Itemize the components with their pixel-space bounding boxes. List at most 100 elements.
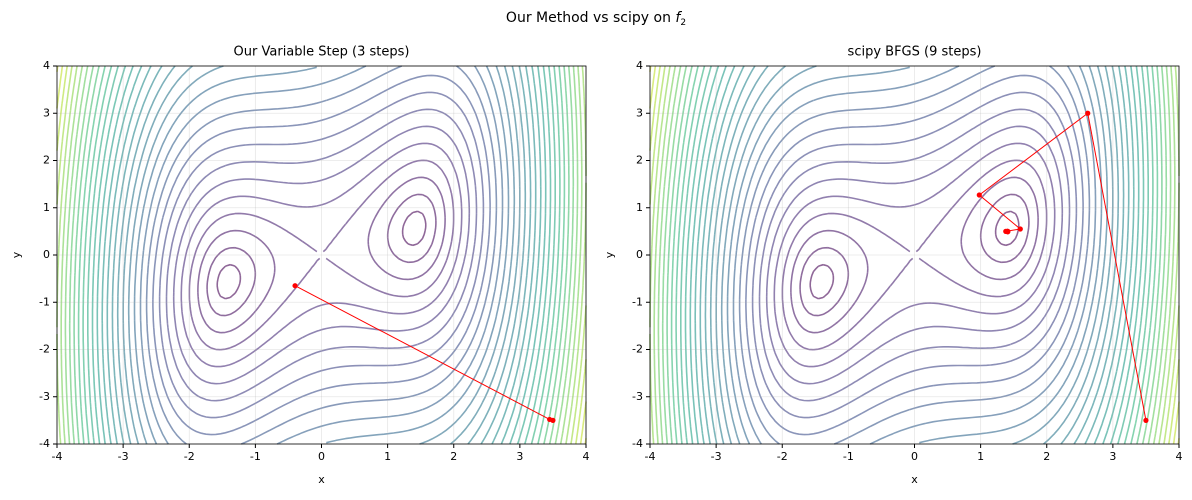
y-axis-label: y bbox=[603, 251, 616, 258]
x-tick-label: -1 bbox=[843, 450, 854, 463]
contour-line bbox=[82, 65, 561, 445]
contour-line bbox=[158, 91, 485, 419]
contour-line bbox=[206, 193, 437, 317]
contour-line bbox=[64, 65, 579, 445]
contour-line bbox=[60, 65, 583, 445]
contour-line bbox=[653, 65, 1176, 445]
contour-line bbox=[694, 65, 1135, 445]
contour-line bbox=[684, 65, 1145, 445]
contour-line bbox=[133, 65, 510, 445]
contour-line bbox=[122, 65, 521, 445]
contour-line bbox=[726, 65, 1103, 445]
figure-title: Our Method vs scipy on f2 bbox=[506, 10, 686, 28]
contour-line bbox=[145, 65, 498, 445]
contour-line bbox=[188, 159, 455, 351]
y-tick-label: 2 bbox=[636, 154, 643, 167]
contour-line bbox=[809, 210, 1020, 300]
x-tick-label: -4 bbox=[645, 450, 656, 463]
contour-line bbox=[709, 65, 1120, 445]
x-tick-label: 4 bbox=[583, 450, 590, 463]
x-tick-label: -3 bbox=[118, 450, 129, 463]
x-tick-label: 2 bbox=[450, 450, 457, 463]
y-tick-label: -4 bbox=[632, 437, 643, 450]
y-tick-label: -3 bbox=[39, 390, 50, 403]
contour-line bbox=[799, 193, 1030, 317]
contour-line bbox=[172, 125, 471, 385]
contour-line bbox=[87, 65, 556, 445]
contour-line bbox=[73, 65, 570, 445]
y-tick-label: -1 bbox=[632, 295, 643, 308]
contour-line bbox=[704, 65, 1125, 445]
x-axis-label: x bbox=[911, 473, 918, 486]
contour-line bbox=[745, 74, 1084, 436]
y-axis-label: y bbox=[10, 251, 23, 258]
contour-line bbox=[738, 65, 1091, 445]
x-tick-label: -4 bbox=[52, 450, 63, 463]
x-tick-label: -1 bbox=[250, 450, 261, 463]
path-point bbox=[547, 416, 553, 423]
contour-line bbox=[720, 65, 1109, 445]
contour-line bbox=[657, 65, 1172, 445]
x-tick-label: 3 bbox=[516, 450, 523, 463]
contour-line bbox=[116, 65, 527, 445]
contour-line bbox=[106, 65, 537, 445]
y-tick-label: 3 bbox=[636, 106, 643, 119]
y-tick-label: 1 bbox=[636, 201, 643, 214]
path-point bbox=[1085, 110, 1091, 116]
contour-line bbox=[77, 65, 566, 445]
x-tick-label: 1 bbox=[384, 450, 391, 463]
y-tick-label: 3 bbox=[43, 106, 50, 119]
x-tick-label: 2 bbox=[1043, 450, 1050, 463]
contour-line bbox=[68, 65, 575, 445]
contour-line bbox=[661, 65, 1168, 445]
contour-line bbox=[715, 65, 1114, 445]
y-tick-label: 1 bbox=[43, 201, 50, 214]
contour-line bbox=[111, 65, 532, 445]
contour-line bbox=[101, 65, 542, 445]
y-tick-label: 2 bbox=[43, 154, 50, 167]
contour-line bbox=[127, 65, 516, 445]
x-tick-label: 0 bbox=[911, 450, 918, 463]
axes-title: Our Variable Step (3 steps) bbox=[234, 45, 410, 60]
contour-line bbox=[680, 65, 1149, 445]
x-tick-label: -2 bbox=[184, 450, 195, 463]
axes: -4 -3 -2 -1 0 1 2 3 4 -4 -3 -2 -1 0 1 2 3 4 scipy BFGS (9 … bbox=[603, 45, 1183, 487]
path-point bbox=[1143, 417, 1149, 423]
axes: -4 -3 -2 -1 0 1 2 3 4 -4 -3 -2 -1 0 1 2 3 4 Our Variable S… bbox=[10, 45, 590, 487]
contour-line bbox=[666, 65, 1163, 445]
contour-line bbox=[180, 142, 463, 368]
x-tick-label: 3 bbox=[1109, 450, 1116, 463]
contour-line bbox=[91, 65, 552, 445]
contour-line bbox=[732, 65, 1097, 445]
contour-line bbox=[139, 65, 504, 445]
x-tick-label: 4 bbox=[1176, 450, 1183, 463]
axes-frame bbox=[56, 65, 587, 445]
y-tick-label: -2 bbox=[632, 343, 643, 356]
contour-line bbox=[689, 65, 1140, 445]
contour-line bbox=[675, 65, 1154, 445]
y-tick-label: -1 bbox=[39, 295, 50, 308]
contour-line bbox=[699, 65, 1130, 445]
contour-line bbox=[790, 176, 1039, 334]
x-tick-label: -2 bbox=[777, 450, 788, 463]
contour-line bbox=[765, 125, 1064, 385]
y-tick-label: -3 bbox=[632, 390, 643, 403]
x-tick-label: 0 bbox=[318, 450, 325, 463]
contour-line bbox=[773, 142, 1056, 368]
x-tick-label: -3 bbox=[711, 450, 722, 463]
title-text: Our Method vs scipy on bbox=[506, 10, 671, 26]
title-symbol: f bbox=[675, 10, 682, 26]
y-tick-label: -4 bbox=[39, 437, 50, 450]
path-point bbox=[976, 192, 982, 198]
title-subscript: 2 bbox=[680, 18, 686, 28]
axes-title: scipy BFGS (9 steps) bbox=[848, 45, 982, 60]
axes-frame bbox=[649, 65, 1180, 445]
contour-line bbox=[216, 210, 427, 300]
contour-line bbox=[781, 159, 1048, 351]
path-point bbox=[1017, 226, 1023, 232]
y-tick-label: 4 bbox=[43, 59, 50, 72]
x-axis-label: x bbox=[318, 473, 325, 486]
path-point bbox=[1005, 228, 1011, 234]
path-point bbox=[292, 283, 298, 289]
